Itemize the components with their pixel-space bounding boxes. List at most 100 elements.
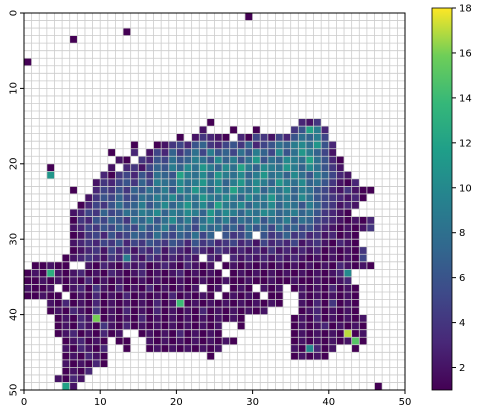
heatmap-cell — [237, 254, 245, 262]
heatmap-cell — [176, 269, 184, 277]
heatmap-cell — [184, 217, 192, 225]
heatmap-cell — [199, 247, 207, 255]
heatmap-cell — [283, 269, 291, 277]
heatmap-cell — [291, 171, 299, 179]
heatmap-cell — [131, 254, 139, 262]
heatmap-cell — [230, 179, 238, 187]
heatmap-cell — [352, 262, 360, 270]
heatmap-cell — [245, 284, 253, 292]
heatmap-cell — [93, 277, 101, 285]
heatmap-cell — [298, 156, 306, 164]
heatmap-cell — [123, 322, 131, 330]
heatmap-cell — [230, 232, 238, 240]
heatmap-cell — [298, 217, 306, 225]
heatmap-cell — [161, 292, 169, 300]
heatmap-cell — [207, 134, 215, 142]
heatmap-cell — [329, 247, 337, 255]
heatmap-cell — [100, 202, 108, 210]
heatmap-cell — [169, 149, 177, 157]
heatmap-cell — [115, 156, 123, 164]
heatmap-cell — [62, 300, 70, 308]
heatmap-cell — [306, 232, 314, 240]
heatmap-cell — [131, 194, 139, 202]
heatmap-cell — [352, 217, 360, 225]
x-tick-label: 10 — [94, 397, 107, 408]
heatmap-cell — [100, 186, 108, 194]
heatmap-cell — [329, 224, 337, 232]
heatmap-cell — [215, 141, 223, 149]
heatmap-cell — [253, 164, 261, 172]
heatmap-cell — [283, 134, 291, 142]
heatmap-cell — [138, 315, 146, 323]
heatmap-cell — [131, 141, 139, 149]
heatmap-cell — [123, 262, 131, 270]
heatmap-cell — [321, 330, 329, 338]
heatmap-cell — [108, 186, 116, 194]
heatmap-cell — [184, 149, 192, 157]
heatmap-cell — [314, 345, 322, 353]
heatmap-cell — [344, 277, 352, 285]
heatmap-cell — [298, 164, 306, 172]
heatmap-cell — [352, 337, 360, 345]
heatmap-cell — [93, 202, 101, 210]
heatmap-cell — [215, 254, 223, 262]
heatmap-cell — [215, 284, 223, 292]
heatmap-cell — [169, 277, 177, 285]
heatmap-cell — [115, 232, 123, 240]
heatmap-cell — [275, 262, 283, 270]
heatmap-cell — [306, 292, 314, 300]
heatmap-cell — [275, 292, 283, 300]
heatmap-cell — [268, 141, 276, 149]
heatmap-cell — [154, 284, 162, 292]
heatmap-cell — [207, 156, 215, 164]
heatmap-cell — [70, 186, 78, 194]
heatmap-cell — [100, 247, 108, 255]
heatmap-cell — [138, 262, 146, 270]
heatmap-cell — [207, 352, 215, 360]
heatmap-cell — [359, 337, 367, 345]
heatmap-cell — [176, 284, 184, 292]
heatmap-cell — [215, 345, 223, 353]
heatmap-cell — [314, 300, 322, 308]
heatmap-cell — [184, 224, 192, 232]
heatmap-cell — [154, 202, 162, 210]
heatmap-cell — [161, 345, 169, 353]
heatmap-cell — [207, 292, 215, 300]
heatmap-cell — [108, 171, 116, 179]
heatmap-cell — [131, 186, 139, 194]
heatmap-cell — [199, 209, 207, 217]
heatmap-cell — [329, 171, 337, 179]
heatmap-cell — [291, 247, 299, 255]
heatmap-cell — [291, 322, 299, 330]
heatmap-cell — [161, 202, 169, 210]
heatmap-cell — [161, 262, 169, 270]
heatmap-cell — [70, 239, 78, 247]
heatmap-cell — [344, 292, 352, 300]
heatmap-cell — [329, 330, 337, 338]
heatmap-cell — [298, 232, 306, 240]
heatmap-cell — [138, 217, 146, 225]
heatmap-cell — [138, 179, 146, 187]
heatmap-cell — [260, 262, 268, 270]
heatmap-cell — [344, 171, 352, 179]
heatmap-cell — [93, 247, 101, 255]
heatmap-cell — [222, 179, 230, 187]
heatmap-cell — [237, 247, 245, 255]
heatmap-cell — [146, 322, 154, 330]
heatmap-cell — [199, 300, 207, 308]
heatmap-cell — [344, 269, 352, 277]
heatmap-cell — [237, 171, 245, 179]
heatmap-cell — [176, 217, 184, 225]
heatmap-cell — [298, 224, 306, 232]
heatmap-cell — [329, 277, 337, 285]
heatmap-cell — [184, 284, 192, 292]
heatmap-cell — [237, 262, 245, 270]
heatmap-cell — [115, 292, 123, 300]
heatmap-cell — [176, 149, 184, 157]
heatmap-cell — [336, 262, 344, 270]
heatmap-cell — [70, 322, 78, 330]
heatmap-cell — [283, 239, 291, 247]
heatmap-cell — [70, 337, 78, 345]
colorbar-tick-label: 18 — [459, 4, 472, 15]
heatmap-cell — [291, 156, 299, 164]
